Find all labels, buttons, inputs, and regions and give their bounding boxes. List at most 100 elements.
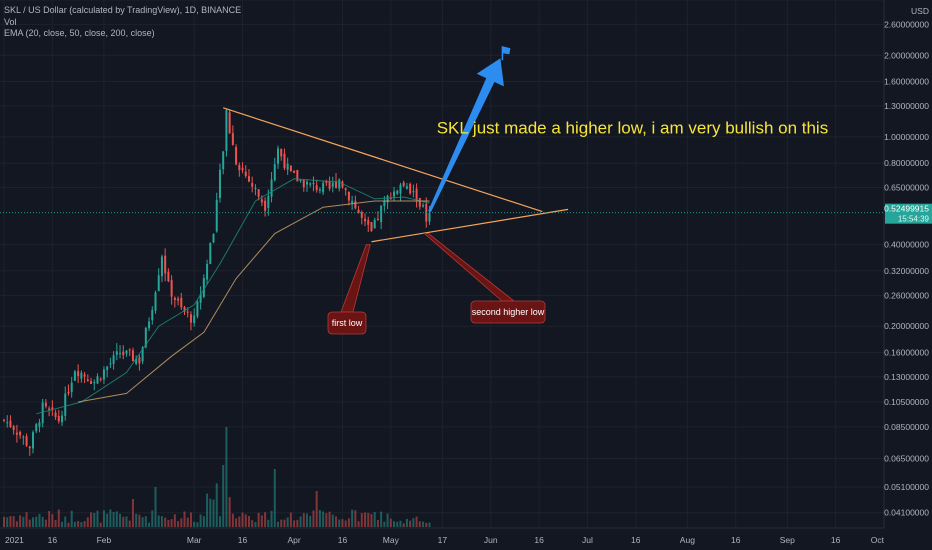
candle-body [370,221,373,232]
x-tick-label: Jul [582,535,593,545]
current-price-badge [885,203,932,224]
y-tick-label: 0.16000000 [884,347,929,357]
volume-bar [306,513,309,527]
volume-bar [51,514,54,527]
y-tick-label: 0.40000000 [884,240,929,250]
candle-body [312,182,315,184]
volume-bar [183,511,186,527]
volume-bar [99,522,102,527]
trendline-lower [371,208,569,243]
candle-body [202,278,205,297]
candle-body [131,350,134,362]
candle-body [415,188,418,200]
trendline-upper [223,107,543,213]
volume-bar [309,515,312,527]
candle-body [325,181,328,184]
volume-bar [202,516,205,527]
x-tick-label: Aug [680,535,695,545]
candle-body [173,297,176,300]
candle-body [151,309,154,321]
volume-bar [109,509,112,527]
candle-body [222,151,225,170]
volume-bar [54,519,57,527]
volume-bar [351,509,354,527]
volume-bar [396,521,399,527]
volume-bar [138,514,141,527]
volume-bar [244,514,247,527]
callout-second-low-label: second higher low [472,307,545,317]
candle-body [160,256,163,277]
volume-bar [225,427,228,527]
candle-body [267,196,270,209]
candle-body [386,195,389,203]
volume-bar [218,516,221,527]
candle-body [341,181,344,188]
volume-bar [405,518,408,527]
candle-body [41,402,44,424]
countdown-value: 15:54:39 [898,215,930,224]
volume-bar [170,519,173,527]
volume-bar [186,517,189,527]
candle-body [180,297,183,308]
y-tick-label: 1.00000000 [884,132,929,142]
candle-body [86,379,89,382]
y-tick-label: 0.32000000 [884,266,929,276]
volume-bar [64,516,67,527]
volume-bar [267,519,270,527]
volume-bar [228,497,231,527]
x-tick-label: Feb [97,535,112,545]
volume-bar [325,513,328,527]
candle-body [402,182,405,187]
volume-bar [61,521,64,527]
candle-body [273,164,276,181]
volume-bar [122,516,125,527]
volume-bar [80,522,83,527]
candle-body [254,187,257,190]
volume-bar [70,510,73,527]
volume-bar [141,517,144,527]
volume-bar [177,521,180,527]
candle-body [196,301,199,317]
callout-second-low-pointer [423,233,516,302]
flag-icon [502,46,511,55]
y-tick-label: 0.08500000 [884,422,929,432]
candle-body [35,424,38,432]
volume-bar [335,516,338,527]
volume-bar [328,511,331,527]
x-tick-label: 16 [731,535,741,545]
callout-first-low-label: first low [332,318,363,328]
candle-body [225,110,228,151]
volume-bar [32,517,35,527]
candle-body [183,306,186,312]
candle-body [96,376,99,384]
volume-label[interactable]: Vol [4,16,17,27]
volume-bar [235,518,238,527]
candle-body [170,280,173,297]
volume-bar [231,513,234,527]
x-tick-label: Sep [780,535,795,545]
volume-bar [35,516,38,527]
x-tick-label: May [383,535,400,545]
candle-body [128,349,131,351]
symbol-title[interactable]: SKL / US Dollar (calculated by TradingVi… [4,5,242,15]
candle-body [189,314,192,323]
volume-bar [373,511,376,527]
volume-bar [418,521,421,527]
candle-body [177,298,180,301]
candle-body [367,220,370,225]
volume-bar [144,516,147,527]
candle-body [422,205,425,207]
ema-50-line [78,200,430,403]
candle-body [360,212,363,218]
volume-bar [380,511,383,527]
volume-bar [360,513,363,527]
candle-body [428,212,431,222]
volume-bar [260,515,263,527]
time-scale-bg [0,528,932,550]
volume-bar [257,512,260,527]
ema-label[interactable]: EMA (20, close, 50, close, 200, close) [4,28,155,38]
candle-body [112,355,115,364]
volume-bar [160,516,163,527]
